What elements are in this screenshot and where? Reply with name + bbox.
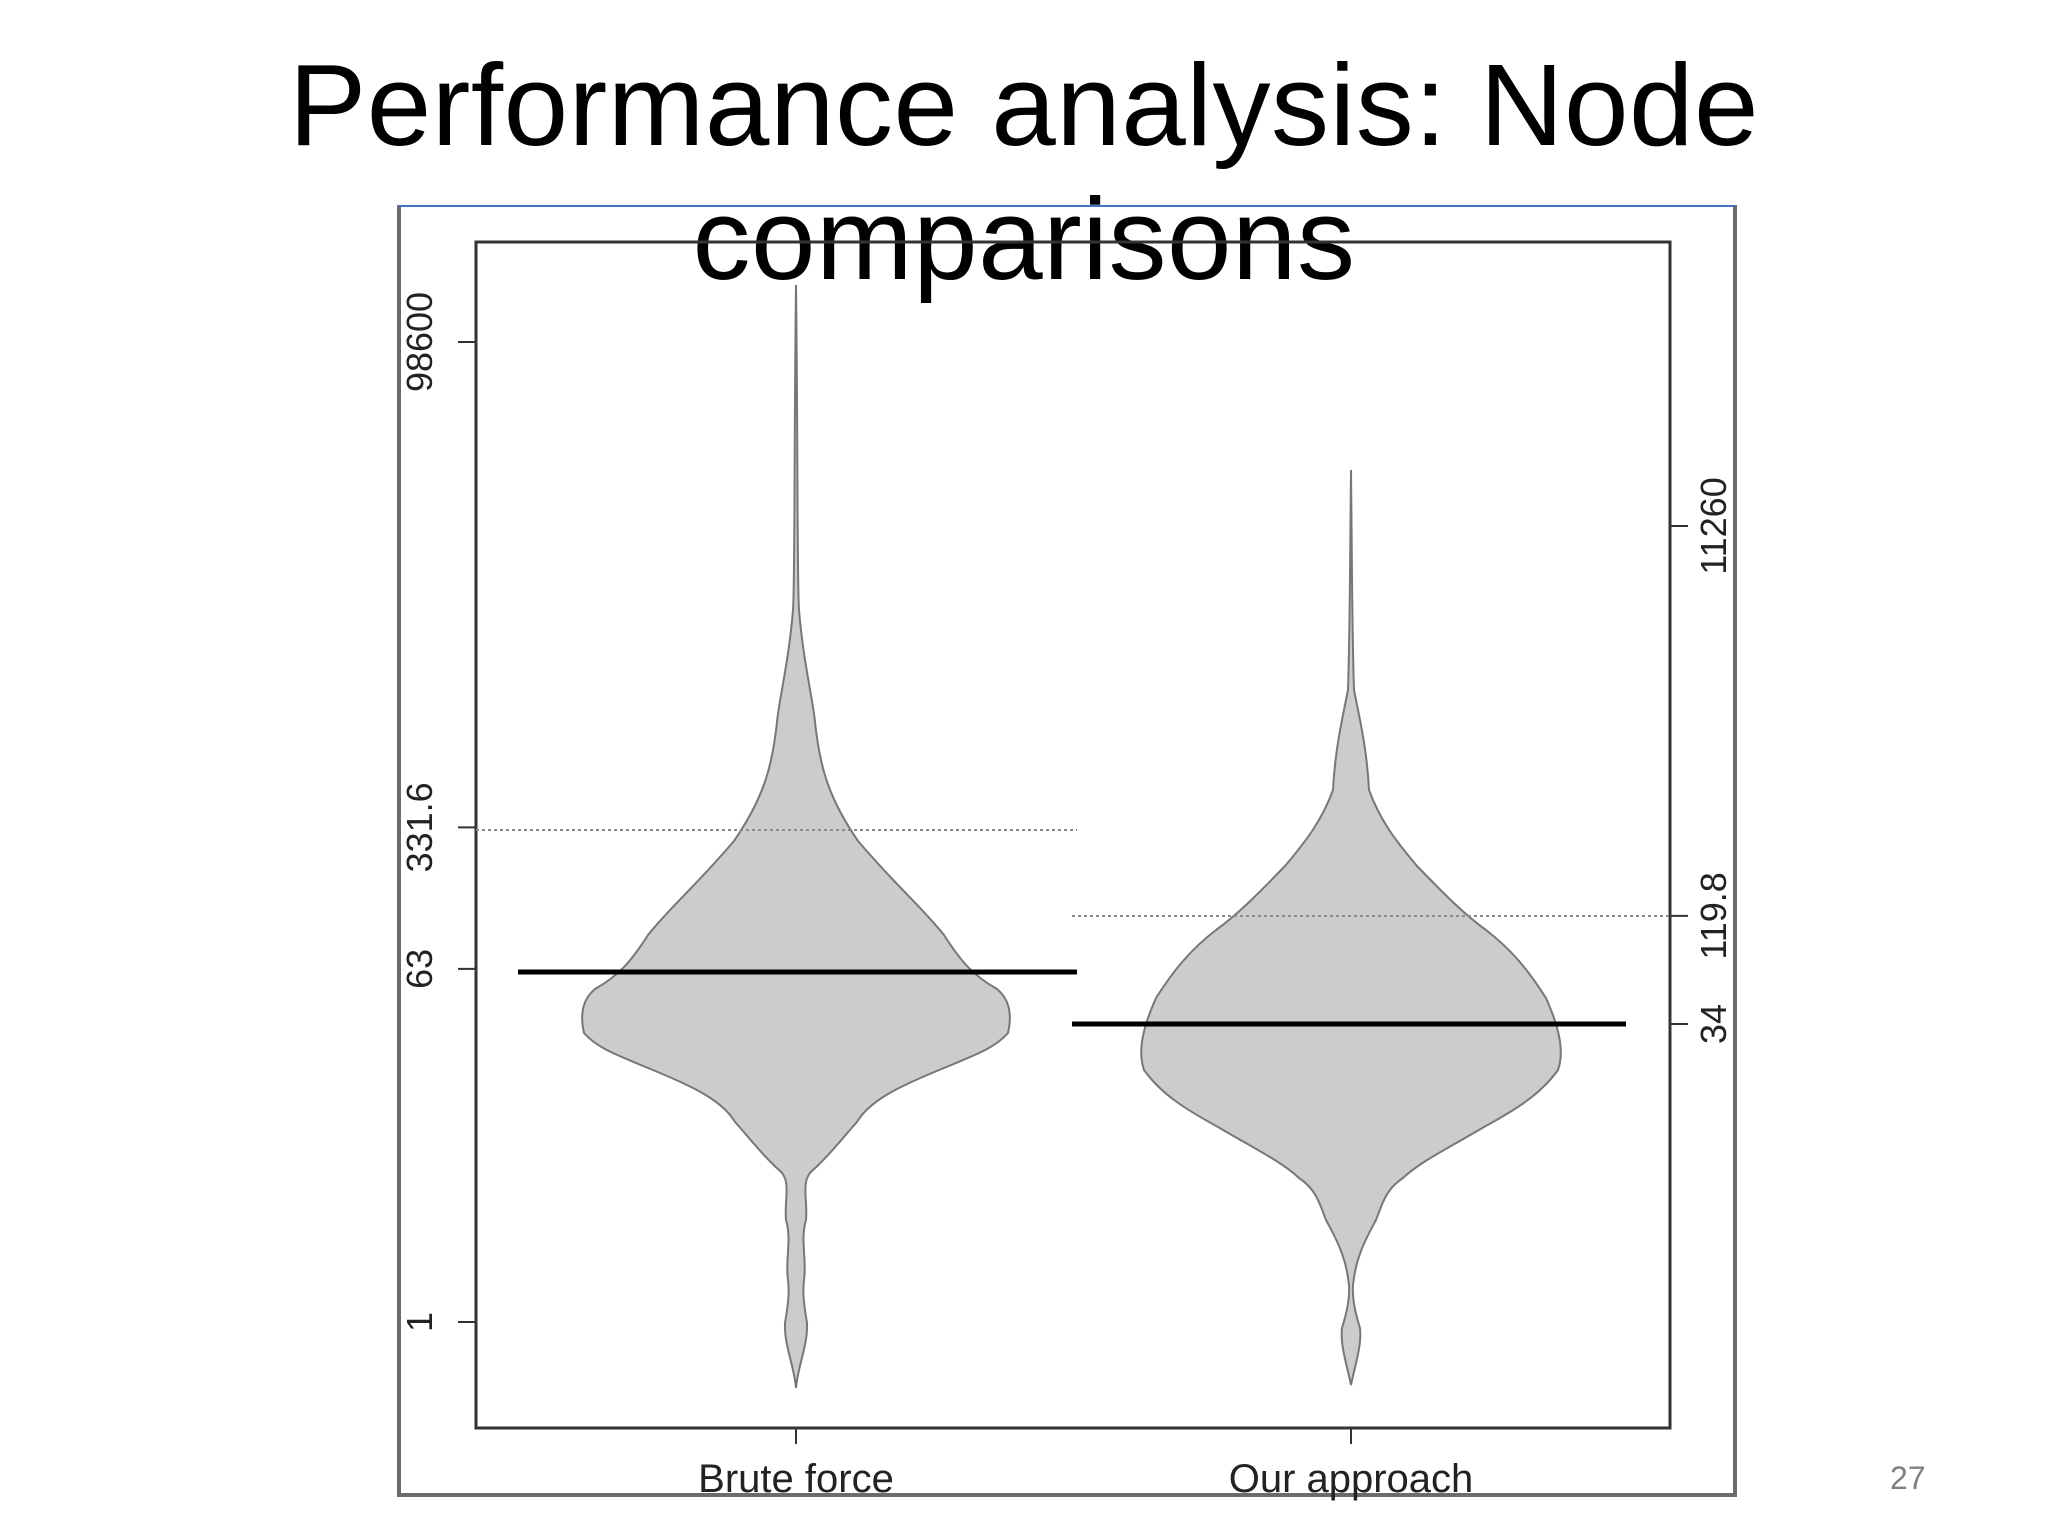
plot-box [474,240,1672,1430]
right-axis-tick-label: 34 [1693,1004,1734,1044]
plot-frame [397,205,1737,1497]
right-axis-tick-label: 11260 [1693,477,1734,574]
left-axis-tick-label: 63 [399,949,440,989]
x-axis-category-label: Our approach [1229,1457,1474,1501]
left-axis-tick-label: 331.6 [399,782,440,872]
right-axis-tick-label: 119.8 [1693,872,1734,959]
violin-brute-force [581,284,1011,1389]
slide-title: Performance analysis: Node comparisons [288,40,1760,304]
violin-our-approach [1140,469,1562,1386]
x-axis-category-label: Brute force [698,1457,894,1501]
left-axis-tick-label: 1 [399,1312,440,1332]
page-number: 27 [1890,1460,1926,1496]
left-axis-tick-label: 98600 [399,292,440,392]
